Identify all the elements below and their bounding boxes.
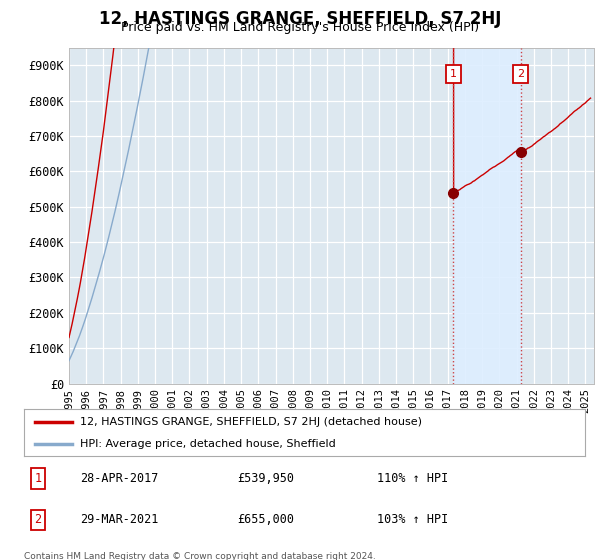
Text: £539,950: £539,950 (237, 472, 294, 485)
Text: 28-APR-2017: 28-APR-2017 (80, 472, 158, 485)
Text: 2: 2 (517, 69, 524, 79)
Text: 110% ↑ HPI: 110% ↑ HPI (377, 472, 449, 485)
Text: Price paid vs. HM Land Registry's House Price Index (HPI): Price paid vs. HM Land Registry's House … (121, 21, 479, 34)
Text: 1: 1 (449, 69, 457, 79)
Bar (453, 48, 521, 384)
Text: 1: 1 (34, 472, 41, 485)
Text: HPI: Average price, detached house, Sheffield: HPI: Average price, detached house, Shef… (80, 438, 336, 449)
Text: 29-MAR-2021: 29-MAR-2021 (80, 514, 158, 526)
Text: 12, HASTINGS GRANGE, SHEFFIELD, S7 2HJ (detached house): 12, HASTINGS GRANGE, SHEFFIELD, S7 2HJ (… (80, 417, 422, 427)
Text: 103% ↑ HPI: 103% ↑ HPI (377, 514, 449, 526)
Text: Contains HM Land Registry data © Crown copyright and database right 2024.
This d: Contains HM Land Registry data © Crown c… (24, 552, 376, 560)
Text: 12, HASTINGS GRANGE, SHEFFIELD, S7 2HJ: 12, HASTINGS GRANGE, SHEFFIELD, S7 2HJ (99, 10, 501, 28)
Text: £655,000: £655,000 (237, 514, 294, 526)
Text: 2: 2 (34, 514, 41, 526)
